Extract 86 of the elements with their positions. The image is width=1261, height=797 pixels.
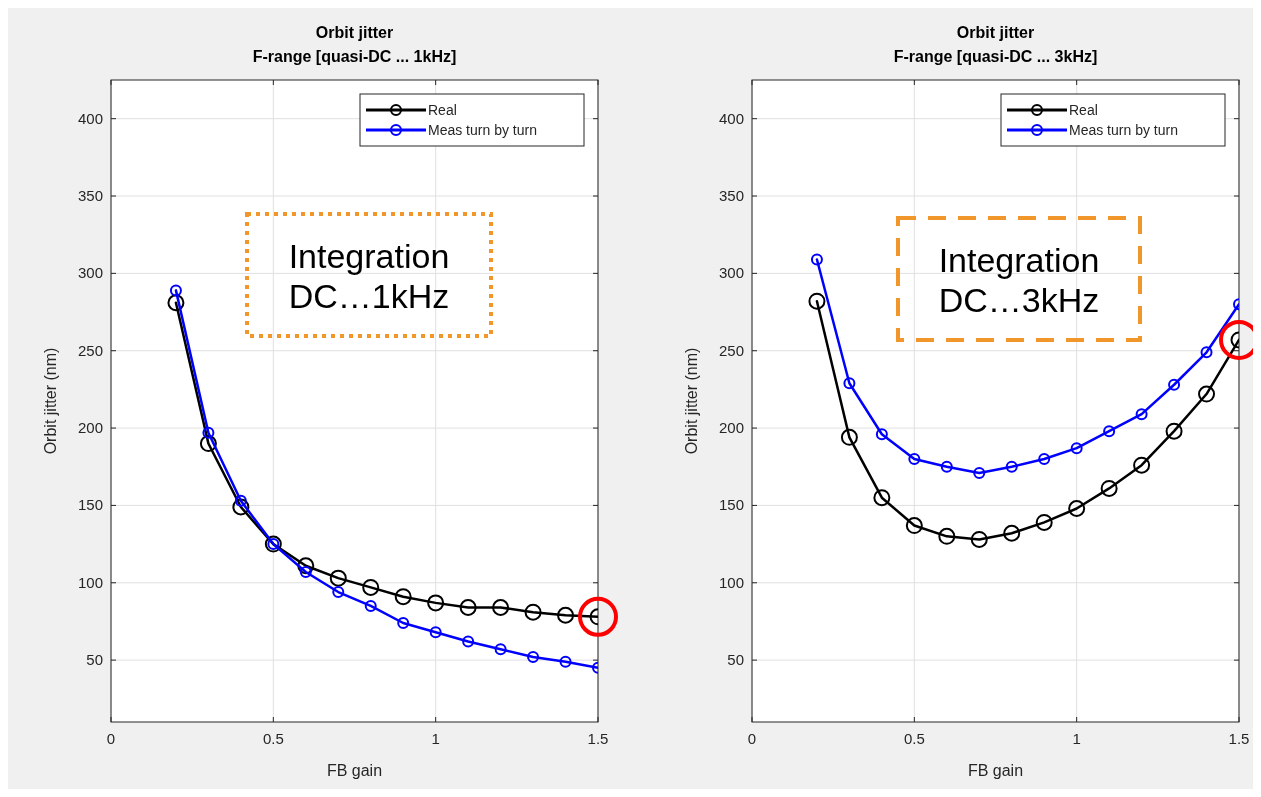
point: [840, 428, 858, 446]
chart-subtitle: F-range [quasi-DC ... 3kHz]: [893, 48, 1098, 65]
x-tick-label: 0.5: [262, 730, 284, 747]
point: [429, 626, 442, 639]
point: [973, 466, 986, 479]
legend-label: Meas turn by turn: [1069, 122, 1178, 138]
point: [1100, 479, 1118, 497]
y-tick-label: 150: [77, 496, 103, 514]
annotation: Integration DC…3kHz: [938, 241, 1100, 319]
y-tick-label: 100: [77, 573, 103, 591]
y-tick-label: 300: [718, 264, 744, 282]
point: [524, 603, 542, 621]
chart-title: Orbit jitter: [315, 24, 394, 41]
y-tick-label: 350: [77, 187, 103, 205]
point: [908, 453, 921, 466]
point: [169, 284, 182, 297]
annotation: Integration DC…1kHz: [288, 237, 450, 315]
y-tick-label: 400: [718, 109, 744, 127]
point: [1165, 422, 1183, 440]
point: [1005, 460, 1018, 473]
y-tick-label: 50: [727, 651, 744, 669]
y-tick-label: 400: [77, 109, 103, 127]
point: [1070, 442, 1083, 455]
point: [938, 527, 956, 545]
x-axis-title: FB gain: [967, 762, 1024, 779]
point: [494, 643, 507, 656]
point: [1198, 385, 1216, 403]
x-axis-title: FB gain: [326, 762, 383, 779]
point: [427, 594, 445, 612]
point: [332, 586, 345, 599]
y-tick-label: 200: [718, 419, 744, 437]
y-tick-label: 300: [77, 264, 103, 282]
point: [905, 517, 923, 535]
point: [808, 292, 826, 310]
point: [559, 655, 572, 668]
point: [1135, 408, 1148, 421]
point: [462, 635, 475, 648]
y-tick-label: 50: [86, 651, 103, 669]
point: [364, 599, 377, 612]
y-axis-title: Orbit jitter (nm): [42, 347, 59, 455]
point: [329, 569, 347, 587]
x-tick-label: 1: [1072, 730, 1081, 747]
legend-label: Real: [428, 102, 457, 118]
point: [873, 489, 891, 507]
point: [492, 599, 510, 617]
point: [1035, 513, 1053, 531]
x-tick-label: 1.5: [587, 730, 609, 747]
point: [362, 578, 380, 596]
point: [199, 435, 217, 453]
y-tick-label: 250: [77, 341, 103, 359]
point: [394, 588, 412, 606]
point: [1038, 453, 1051, 466]
y-axis-title: Orbit jitter (nm): [683, 347, 700, 455]
point: [557, 606, 575, 624]
point: [202, 426, 215, 439]
point: [1003, 524, 1021, 542]
x-tick-label: 1: [431, 730, 440, 747]
y-tick-label: 150: [718, 496, 744, 514]
y-tick-label: 350: [718, 187, 744, 205]
point: [232, 498, 250, 516]
point: [527, 651, 540, 664]
x-tick-label: 0: [747, 730, 757, 747]
point: [1200, 346, 1213, 359]
point: [843, 377, 856, 390]
point: [1103, 425, 1116, 438]
y-tick-label: 250: [718, 341, 744, 359]
x-tick-label: 0.5: [903, 730, 925, 747]
point: [875, 428, 888, 441]
point: [167, 294, 185, 312]
point: [1168, 378, 1181, 391]
y-tick-label: 100: [718, 573, 744, 591]
point: [1068, 500, 1086, 518]
point: [810, 253, 823, 266]
point: [297, 557, 315, 575]
point: [970, 530, 988, 548]
y-tick-label: 200: [77, 419, 103, 437]
x-tick-label: 0: [106, 730, 116, 747]
chart-subtitle: F-range [quasi-DC ... 1kHz]: [252, 48, 457, 65]
point: [459, 599, 477, 617]
legend-label: Real: [1069, 102, 1098, 118]
point: [397, 616, 410, 629]
point: [940, 460, 953, 473]
chart-title: Orbit jitter: [956, 24, 1035, 41]
point: [1133, 456, 1151, 474]
x-tick-label: 1.5: [1228, 730, 1250, 747]
legend-label: Meas turn by turn: [428, 122, 537, 138]
